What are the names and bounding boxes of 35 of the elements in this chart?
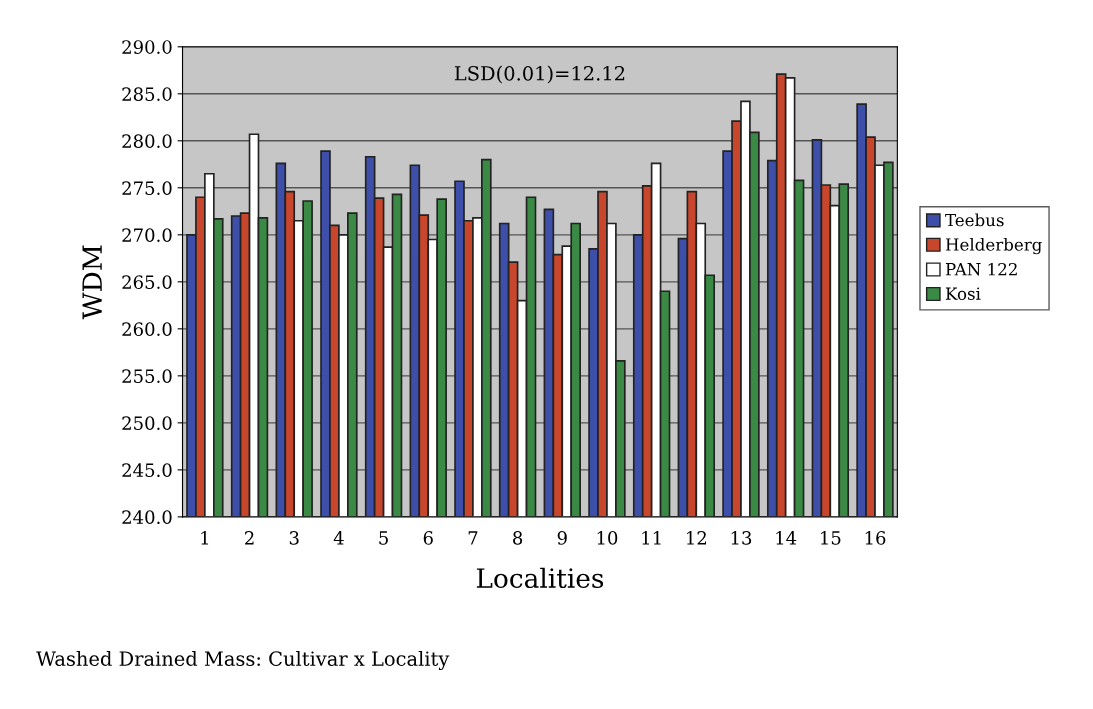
x-tick-label: 10 bbox=[597, 531, 618, 545]
y-tick-label: 270.0 bbox=[122, 228, 172, 242]
legend-label: PAN 122 bbox=[945, 262, 1017, 276]
x-tick-label: 2 bbox=[245, 531, 254, 545]
x-tick-label: 12 bbox=[687, 531, 707, 545]
x-tick-label: 13 bbox=[731, 531, 752, 545]
y-axis-title: WDM bbox=[82, 245, 102, 320]
y-tick-label: 245.0 bbox=[122, 463, 172, 477]
legend-label: Helderberg bbox=[945, 237, 1042, 255]
y-tick-label: 275.0 bbox=[122, 181, 172, 195]
x-tick-label: 11 bbox=[642, 531, 661, 545]
x-tick-label: 7 bbox=[468, 531, 478, 545]
x-tick-label: 3 bbox=[289, 531, 299, 545]
text: Washed Drained Mass: Cultivar x Locality bbox=[36, 650, 450, 671]
x-tick-label: 9 bbox=[557, 531, 567, 545]
x-tick-label: 6 bbox=[423, 531, 433, 545]
x-tick-label: 4 bbox=[333, 531, 344, 545]
annotation: LSD(0.01)=12.12 bbox=[454, 65, 625, 84]
x-tick-label: 14 bbox=[776, 531, 797, 545]
x-tick-label: 5 bbox=[379, 531, 388, 545]
x-tick-label: 15 bbox=[821, 531, 841, 545]
x-tick-label: 16 bbox=[865, 531, 886, 545]
y-tick-label: 290.0 bbox=[122, 40, 172, 54]
legend-label: Teebus bbox=[945, 213, 1004, 227]
y-tick-label: 240.0 bbox=[122, 510, 172, 524]
x-tick-label: 1 bbox=[201, 531, 209, 545]
y-tick-label: 250.0 bbox=[122, 416, 172, 430]
y-tick-label: 285.0 bbox=[122, 87, 172, 101]
y-tick-label: 260.0 bbox=[122, 322, 172, 336]
y-tick-label: 280.0 bbox=[122, 134, 172, 148]
y-tick-label: 265.0 bbox=[122, 275, 172, 289]
y-tick-label: 255.0 bbox=[122, 369, 172, 383]
x-axis-title: Localities bbox=[476, 567, 604, 589]
x-tick-label: 8 bbox=[513, 531, 523, 545]
legend-label: Kosi bbox=[945, 287, 981, 300]
